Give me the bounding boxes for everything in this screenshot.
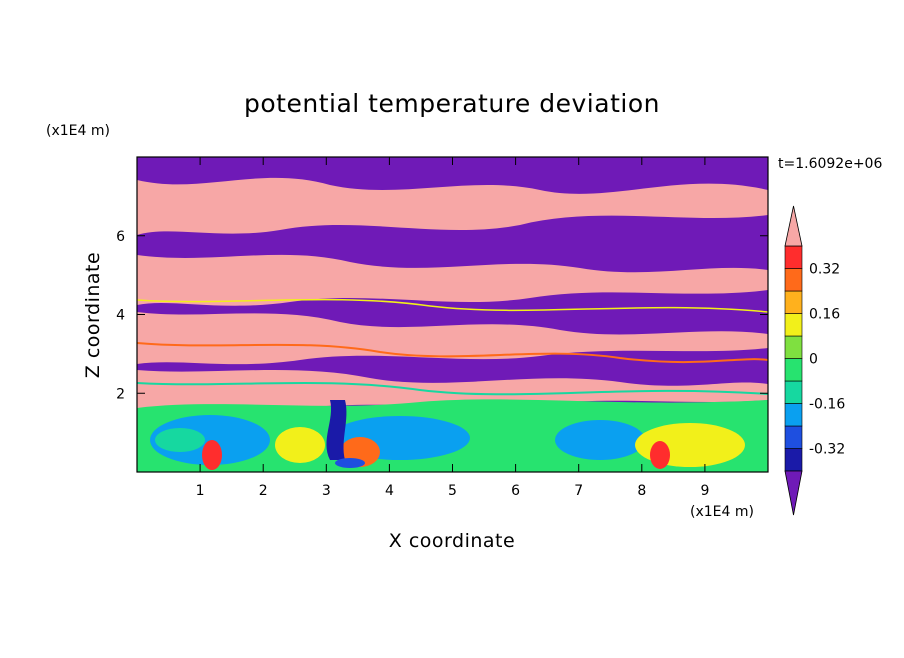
colorbar-segment: [784, 358, 803, 382]
colorbar-segment: [784, 425, 803, 449]
colorbar-segment: [784, 313, 803, 337]
colorbar-segment: [784, 380, 803, 404]
x-tick-label: 6: [511, 483, 520, 499]
colorbar-segment: [784, 268, 803, 292]
colorbar-segment: [784, 403, 803, 427]
y-tick-label: 6: [116, 229, 125, 245]
x-tick-label: 5: [448, 483, 457, 499]
y-unit-label: (x1E4 m): [46, 123, 110, 139]
x-axis-label: X coordinate: [389, 530, 515, 552]
x-tick-label: 2: [259, 483, 268, 499]
y-axis: 2 4 6: [116, 229, 768, 402]
colorbar-segment: [784, 290, 803, 314]
colorbar-label: -0.32: [809, 442, 845, 458]
y-tick-label: 4: [116, 308, 125, 324]
y-tick-label: 2: [116, 386, 125, 402]
chart-title: potential temperature deviation: [244, 89, 660, 118]
y-axis-label: Z coordinate: [82, 252, 104, 378]
x-tick-label: 9: [700, 483, 709, 499]
x-tick-label: 8: [637, 483, 646, 499]
colorbar-segment: [784, 335, 803, 359]
time-label: t=1.6092e+06: [778, 156, 882, 172]
x-tick-label: 1: [196, 483, 205, 499]
heatmap-field: [137, 157, 768, 472]
x-axis: 1 2 3 4 5 6 7 8 9: [196, 157, 709, 499]
colorbar-label: -0.16: [809, 397, 845, 413]
colorbar-over-triangle: [784, 205, 803, 247]
x-tick-label: 4: [385, 483, 394, 499]
colorbar-label: 0.16: [809, 307, 840, 323]
x-unit-label: (x1E4 m): [690, 504, 754, 520]
colorbar-under-triangle: [784, 470, 803, 516]
colorbar-segment: [784, 245, 803, 269]
colorbar-label: 0.32: [809, 262, 840, 278]
x-tick-label: 3: [322, 483, 331, 499]
colorbar-segment: [784, 448, 803, 472]
colorbar-label: 0: [809, 352, 818, 368]
x-tick-label: 7: [574, 483, 583, 499]
colorbar: 0.32 0.16 0 -0.16 -0.32: [784, 205, 845, 516]
